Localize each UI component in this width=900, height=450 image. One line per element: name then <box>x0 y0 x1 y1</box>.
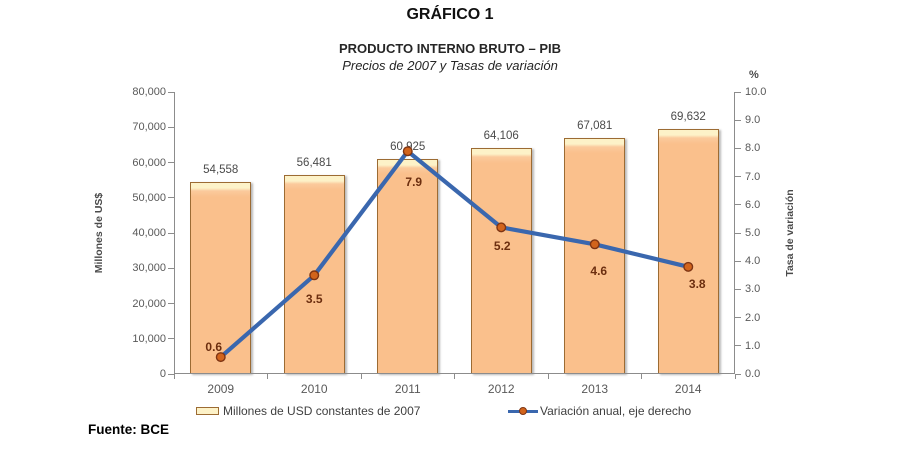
right-axis-tick-label: 9.0 <box>745 114 761 127</box>
legend-item-bar-series: Millones de USD constantes de 2007 <box>196 403 420 419</box>
line-value-label: 3.5 <box>305 292 323 307</box>
right-axis-tick-label: 5.0 <box>745 227 761 239</box>
line-series-swatch-icon <box>508 406 538 417</box>
x-category-label-2012: 2012 <box>487 382 515 396</box>
source-label: Fuente: <box>88 422 137 437</box>
line-value-label: 4.6 <box>590 264 608 279</box>
right-axis-tick <box>735 345 741 347</box>
left-axis-tick <box>168 338 174 340</box>
left-axis-tick <box>168 162 174 164</box>
x-axis-line <box>174 372 735 374</box>
right-axis-tick <box>735 91 741 93</box>
right-axis-tick-label: 10.0 <box>745 86 767 98</box>
line-series-layer <box>215 146 694 363</box>
x-category-label-2014: 2014 <box>674 382 702 396</box>
right-axis-tick <box>735 288 741 291</box>
line-marker-icon <box>683 261 694 272</box>
left-axis-tick-label: 10,000 <box>132 332 166 345</box>
left-axis-tick-label: 40,000 <box>132 227 166 239</box>
bar-2014 <box>657 128 719 374</box>
x-axis-tick <box>454 374 456 379</box>
left-axis-tick <box>168 126 174 128</box>
left-axis-tick-label: 80,000 <box>132 86 166 98</box>
line-value-label: 5.2 <box>493 239 511 254</box>
line-value-label: 0.6 <box>205 340 223 355</box>
legend-bar-label: Millones de USD constantes de 2007 <box>223 404 421 418</box>
line-value-label: 7.9 <box>405 175 423 190</box>
x-category-label-2009: 2009 <box>207 382 235 396</box>
x-category-label-2013: 2013 <box>581 382 609 396</box>
bar-2011 <box>377 159 439 374</box>
right-axis-tick <box>735 204 741 206</box>
bar-value-label: 64,106 <box>483 130 519 143</box>
bar-2013 <box>564 137 626 374</box>
left-axis-tick <box>168 232 174 234</box>
left-axis-tick <box>168 267 174 269</box>
right-axis-tick-label: 0.0 <box>745 368 761 380</box>
right-axis-unit-label: % <box>749 69 759 81</box>
x-axis-tick <box>173 374 175 379</box>
right-axis-tick-label: 2.0 <box>745 311 761 324</box>
bar-value-label: 69,632 <box>670 110 706 123</box>
right-axis-line <box>733 92 735 374</box>
variation-line <box>218 149 691 360</box>
line-marker-icon <box>215 352 226 363</box>
x-axis-tick <box>641 374 643 379</box>
right-axis-tick-label: 1.0 <box>745 339 761 352</box>
bar-series-swatch-icon <box>196 407 219 415</box>
left-axis-tick <box>168 91 174 93</box>
x-axis-tick <box>547 374 549 379</box>
left-axis-tick-label: 70,000 <box>132 121 166 134</box>
right-axis-title: Tasa de variación <box>784 189 796 277</box>
line-marker-icon <box>589 239 600 250</box>
bar-value-label: 67,081 <box>577 119 613 132</box>
left-axis-tick <box>168 303 174 305</box>
x-axis-tick <box>360 374 362 379</box>
right-axis-tick-label: 7.0 <box>745 170 761 183</box>
right-axis-tick-label: 6.0 <box>745 198 761 211</box>
chart-subtitle: Precios de 2007 y Tasas de variación <box>342 58 558 73</box>
left-axis-tick <box>168 373 174 375</box>
right-axis-tick <box>735 147 741 150</box>
line-marker-icon <box>402 146 413 157</box>
right-axis-tick <box>735 176 741 178</box>
right-axis-tick-label: 8.0 <box>745 142 761 155</box>
left-axis-tick-label: 60,000 <box>132 156 166 169</box>
x-axis-tick <box>734 374 736 379</box>
left-axis-tick-label: 50,000 <box>132 191 166 204</box>
page-title: GRÁFICO 1 <box>406 6 494 23</box>
left-axis-tick-label: 20,000 <box>132 297 166 310</box>
right-axis-tick <box>735 373 741 375</box>
left-axis-tick-label: 0 <box>159 368 166 380</box>
right-axis-tick-label: 4.0 <box>745 255 761 268</box>
x-category-label-2011: 2011 <box>394 382 421 396</box>
right-axis-tick-label: 3.0 <box>745 283 761 296</box>
source-value: BCE <box>140 422 170 437</box>
legend-line-label: Variación anual, eje derecho <box>540 404 692 418</box>
bar-value-label: 54,558 <box>203 163 239 176</box>
line-value-label: 3.8 <box>688 276 706 291</box>
bar-2012 <box>470 148 532 374</box>
line-marker-icon <box>496 222 507 233</box>
x-category-label-2010: 2010 <box>300 382 328 396</box>
right-axis-tick <box>735 119 741 121</box>
x-axis-tick <box>267 374 269 379</box>
bar-value-label: 56,481 <box>296 156 332 169</box>
right-axis-tick <box>735 232 741 234</box>
chart-title: PRODUCTO INTERNO BRUTO – PIB <box>339 41 561 56</box>
line-marker-icon <box>309 270 320 281</box>
right-axis-tick <box>735 317 741 319</box>
legend-item-line-series: Variación anual, eje derecho <box>508 403 691 419</box>
left-axis-tick <box>168 197 174 199</box>
left-axis-line <box>174 92 176 374</box>
right-axis-tick <box>735 260 741 262</box>
left-axis-tick-label: 30,000 <box>132 262 166 275</box>
source-note: Fuente: BCE <box>88 422 169 437</box>
